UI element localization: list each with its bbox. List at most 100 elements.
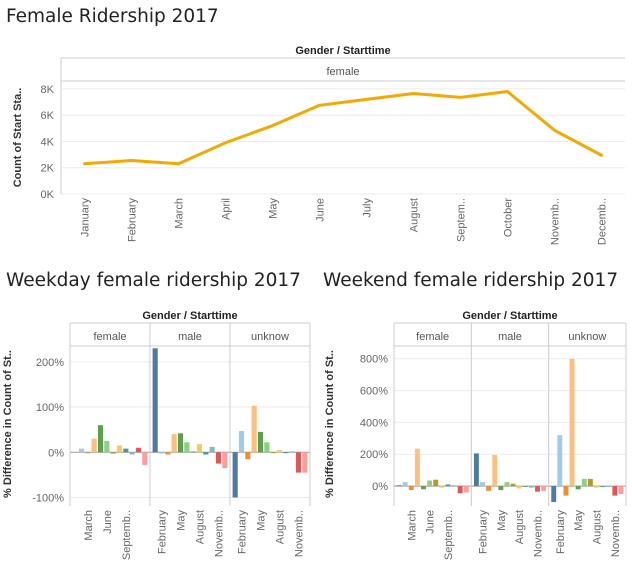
chart3-bar xyxy=(612,486,618,496)
chart3-bar xyxy=(516,486,522,489)
chart1-xtick: January xyxy=(80,198,92,238)
chart3-xtick: June xyxy=(425,510,437,534)
chart2-xtick: March xyxy=(83,510,95,541)
chart2-xtick: Novemb.. xyxy=(214,510,226,557)
chart2-bar xyxy=(264,442,270,453)
chart3-ylabel: % Difference in Count of St.. xyxy=(324,350,336,498)
chart3-bar xyxy=(414,448,420,487)
chart2-bar xyxy=(129,452,135,455)
chart1-xtick: July xyxy=(362,198,374,218)
chart3-bar xyxy=(396,485,402,487)
chart3-bar xyxy=(492,455,498,487)
chart2-bar xyxy=(142,452,148,465)
chart1-point xyxy=(318,104,321,107)
chart3-xtick: May xyxy=(496,510,508,531)
chart1-ytick: 8K xyxy=(41,84,55,96)
chart3-bar xyxy=(408,486,414,491)
chart3-bar xyxy=(433,479,439,487)
chart2-header: Gender / Starttime xyxy=(142,310,237,322)
chart3-bar xyxy=(600,486,606,487)
chart3-bar xyxy=(522,486,528,487)
chart3-bar xyxy=(463,486,469,493)
chart3-bar xyxy=(486,486,492,491)
chart3-bar xyxy=(594,486,599,488)
chart2-xtick: May xyxy=(256,510,268,531)
chart1-panel-label: female xyxy=(326,66,359,78)
chart3-bar xyxy=(528,486,534,488)
chart3-panel-label: male xyxy=(498,331,522,343)
chart1-ytick: 2K xyxy=(41,163,55,175)
chart2-bar xyxy=(135,447,142,453)
chart2-bar xyxy=(110,452,116,454)
chart3-xtick: May xyxy=(573,510,585,531)
chart3-bar xyxy=(457,486,463,494)
chart-title-weekend: Weekend female ridership 2017 xyxy=(323,270,619,291)
chart2-bar xyxy=(91,438,97,453)
chart3-ytick: 600% xyxy=(360,386,388,398)
chart2-bar xyxy=(104,440,110,453)
chart3-bar xyxy=(575,486,581,490)
chart1-xtick: June xyxy=(315,198,327,222)
chart3-bar xyxy=(587,478,593,487)
chart2-bar xyxy=(190,451,196,453)
chart2-bar xyxy=(283,452,289,454)
chart1-xtick: February xyxy=(127,198,139,243)
chart3-panel-label: female xyxy=(416,331,449,343)
chart3-bar xyxy=(445,484,451,487)
chart2-bar xyxy=(270,452,276,454)
chart2-bar xyxy=(238,431,245,453)
chart3-xtick: March xyxy=(406,510,418,541)
chart2-bar xyxy=(158,452,165,454)
chart2-xtick: February xyxy=(157,510,169,555)
chart1-point xyxy=(271,124,274,127)
chart3-bar xyxy=(480,482,485,487)
chart3-bar xyxy=(541,486,547,491)
chart3-bar xyxy=(427,480,433,487)
chart2-panel-label: male xyxy=(178,331,202,343)
chart2-ytick: 100% xyxy=(36,402,64,414)
chart3-xtick: February xyxy=(555,510,567,555)
chart1-series-line xyxy=(83,90,603,166)
chart3-bar xyxy=(402,482,408,487)
chart3-xtick: August xyxy=(592,510,604,544)
chart2-panel-label: female xyxy=(93,331,126,343)
chart2-bar xyxy=(116,445,123,453)
chart2-ytick: -100% xyxy=(32,492,64,504)
chart3-bar xyxy=(581,478,587,487)
chart2-xtick: August xyxy=(195,510,207,544)
chart1-point xyxy=(365,98,368,101)
chart2-ytick: 200% xyxy=(36,357,64,369)
chart1-ylabel: Count of Start Sta.. xyxy=(12,88,24,188)
chart-title-main: Female Ridership 2017 xyxy=(6,6,219,27)
chart2-bar xyxy=(177,433,184,453)
chart2-bar xyxy=(215,452,222,464)
chart2-bar xyxy=(203,452,209,455)
chart1-xtick: August xyxy=(409,198,421,232)
chart1-header: Gender / Starttime xyxy=(295,45,390,57)
chart2-bar xyxy=(85,452,91,454)
chart3-bar xyxy=(510,483,516,487)
chart3-bar xyxy=(498,486,504,491)
chart2-xtick: May xyxy=(176,510,188,531)
chart2-bar xyxy=(209,446,215,453)
chart1-point xyxy=(130,159,133,162)
chart1-xtick: May xyxy=(268,198,280,219)
chart1-point xyxy=(224,141,227,144)
chart3-bar xyxy=(551,486,557,502)
chart3-ytick: 800% xyxy=(360,354,388,366)
chart2-bar xyxy=(184,442,190,453)
chart2-bar xyxy=(196,444,203,453)
chart1-point xyxy=(83,162,86,165)
chart2-bar xyxy=(245,452,251,460)
chart2-bar xyxy=(222,452,228,469)
chart1-xtick: Novemb.. xyxy=(550,198,562,245)
chart2-bar xyxy=(257,431,264,453)
chart1-point xyxy=(506,90,509,93)
chart3-header: Gender / Starttime xyxy=(462,310,557,322)
chart3-xtick: Novemb.. xyxy=(533,510,545,557)
chart1-point xyxy=(600,154,603,157)
chart1-point xyxy=(553,129,556,132)
chart3-bar xyxy=(451,485,457,487)
chart2-bar xyxy=(78,448,85,453)
